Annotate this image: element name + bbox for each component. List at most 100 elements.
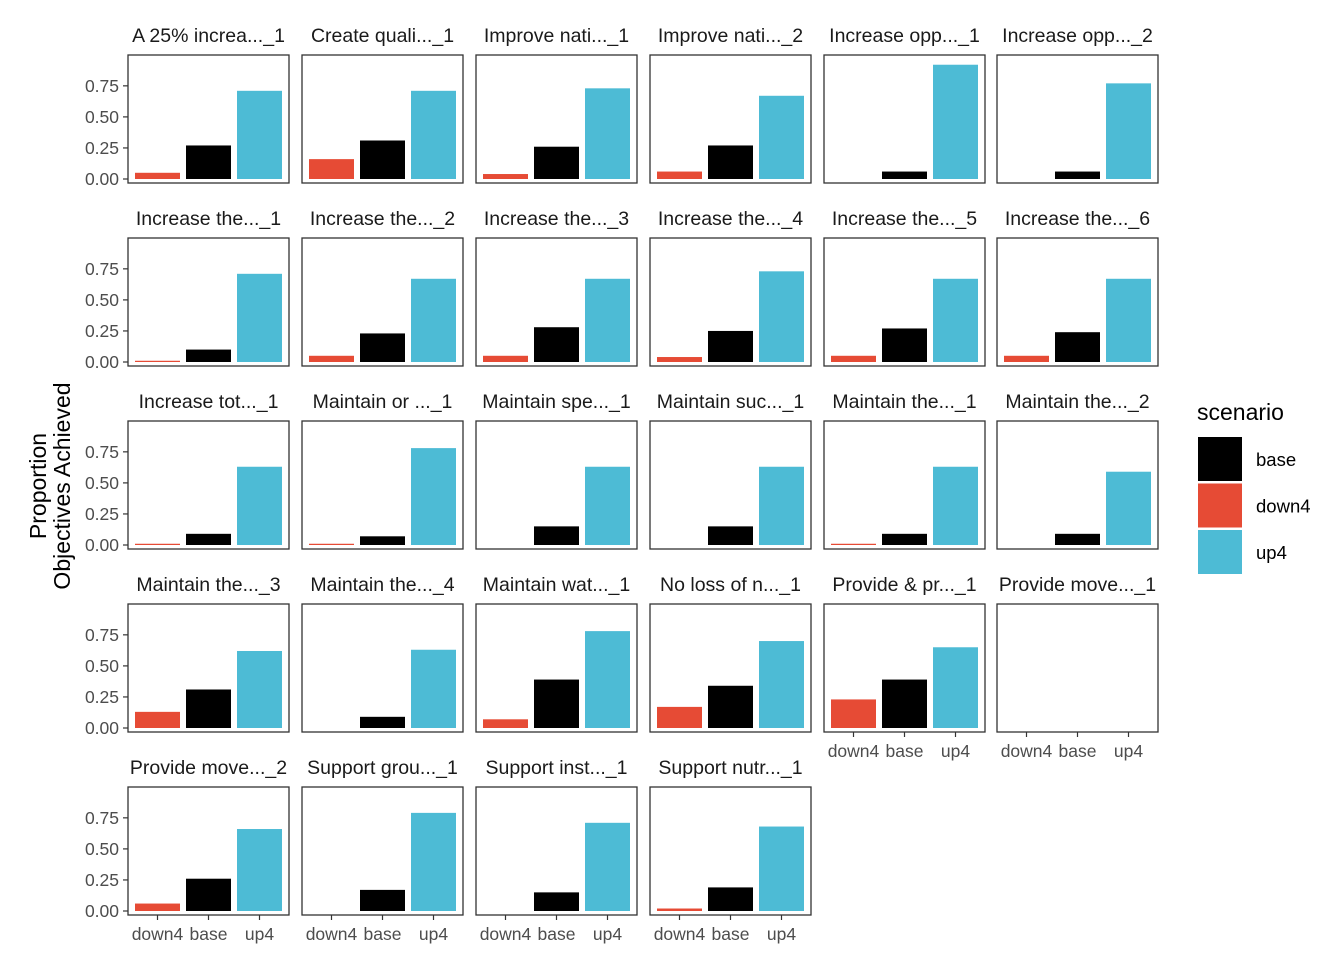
bar-base bbox=[360, 333, 405, 362]
y-tick-label: 0.50 bbox=[85, 656, 119, 676]
y-tick-label: 0.50 bbox=[85, 473, 119, 493]
panel-border bbox=[823, 237, 986, 367]
bar-down4 bbox=[1004, 355, 1049, 362]
y-tick-label: 0.75 bbox=[85, 808, 119, 828]
x-tick-label: up4 bbox=[419, 924, 448, 944]
bar-base bbox=[1055, 332, 1100, 362]
bar-base bbox=[708, 330, 753, 362]
bar-down4 bbox=[657, 706, 702, 728]
y-tick-label: 0.25 bbox=[85, 870, 119, 890]
panel-title: Maintain the..._4 bbox=[310, 574, 454, 596]
bar-down4 bbox=[483, 719, 528, 728]
panel-border bbox=[996, 420, 1159, 550]
bar-base bbox=[360, 889, 405, 911]
y-tick-label: 0.50 bbox=[85, 839, 119, 859]
panel-title: Support inst..._1 bbox=[485, 757, 627, 779]
bar-down4 bbox=[135, 172, 180, 179]
legend-label-up4: up4 bbox=[1256, 542, 1287, 563]
facet-panel: Support grou..._1 down4 base up4 bbox=[301, 757, 464, 944]
x-tick-label: down4 bbox=[828, 741, 880, 761]
bar-base bbox=[882, 679, 927, 728]
bar-base bbox=[882, 171, 927, 179]
bar-up4 bbox=[585, 278, 630, 362]
panel-title: Maintain the..._2 bbox=[1005, 391, 1149, 413]
y-tick-label: 0.75 bbox=[85, 76, 119, 96]
facet-panel: Increase the..._5 bbox=[823, 208, 986, 367]
panel-title: Create quali..._1 bbox=[311, 25, 454, 47]
bar-up4 bbox=[411, 448, 456, 545]
bar-down4 bbox=[309, 159, 354, 179]
bar-up4 bbox=[933, 466, 978, 545]
bar-up4 bbox=[759, 826, 804, 911]
facet-panel: Increase the..._4 bbox=[649, 208, 812, 367]
y-tick-label: 0.00 bbox=[85, 352, 119, 372]
bar-base bbox=[186, 533, 231, 545]
x-tick-label: down4 bbox=[306, 924, 358, 944]
facet-panel: Increase the..._1 0.00 0.25 0.50 0.75 bbox=[85, 208, 290, 372]
bar-up4 bbox=[933, 64, 978, 179]
bar-up4 bbox=[411, 812, 456, 911]
bar-up4 bbox=[585, 822, 630, 911]
bar-base bbox=[360, 716, 405, 728]
panel-title: Maintain the..._3 bbox=[136, 574, 280, 596]
bar-up4 bbox=[759, 641, 804, 728]
panel-title: No loss of n..._1 bbox=[660, 574, 801, 596]
bar-down4 bbox=[657, 357, 702, 362]
x-tick-label: up4 bbox=[245, 924, 274, 944]
y-tick-label: 0.25 bbox=[85, 138, 119, 158]
panel-title: Increase opp..._2 bbox=[1002, 25, 1153, 47]
bar-up4 bbox=[237, 829, 282, 911]
facet-panel: Improve nati..._2 bbox=[649, 25, 812, 184]
bar-base bbox=[708, 685, 753, 728]
facet-panel: Maintain or ..._1 bbox=[301, 391, 464, 550]
panel-border bbox=[649, 603, 812, 733]
facet-panel: Maintain the..._2 bbox=[996, 391, 1159, 550]
bar-up4 bbox=[759, 271, 804, 362]
bar-base bbox=[186, 689, 231, 728]
bar-base bbox=[708, 526, 753, 545]
facet-panel: Support nutr..._1 down4 base up4 bbox=[649, 757, 812, 944]
facet-panel: Increase opp..._1 bbox=[823, 25, 986, 184]
panel-title: Provide & pr..._1 bbox=[832, 574, 976, 596]
panel-title: Support nutr..._1 bbox=[658, 757, 802, 779]
bar-down4 bbox=[831, 543, 876, 545]
panel-border bbox=[996, 603, 1159, 733]
x-tick-label: base bbox=[364, 924, 402, 944]
panel-border bbox=[127, 420, 290, 550]
x-tick-label: base bbox=[190, 924, 228, 944]
bar-down4 bbox=[657, 908, 702, 911]
panel-title: Maintain or ..._1 bbox=[313, 391, 453, 413]
panel-title: Increase opp..._1 bbox=[829, 25, 980, 47]
facet-panel: A 25% increa..._1 0.00 0.25 0.50 0.75 bbox=[85, 25, 290, 189]
bar-down4 bbox=[135, 360, 180, 362]
panel-border bbox=[996, 237, 1159, 367]
facet-panel: Improve nati..._1 bbox=[475, 25, 638, 184]
panel-border bbox=[127, 237, 290, 367]
bar-down4 bbox=[135, 543, 180, 545]
panel-border bbox=[301, 237, 464, 367]
bar-down4 bbox=[831, 699, 876, 728]
y-tick-label: 0.25 bbox=[85, 504, 119, 524]
bar-base bbox=[708, 145, 753, 179]
legend-title: scenario bbox=[1197, 399, 1284, 425]
panel-title: Increase the..._1 bbox=[136, 208, 281, 230]
facet-panel: Maintain spe..._1 bbox=[475, 391, 638, 550]
legend-label-base: base bbox=[1256, 449, 1296, 470]
panel-title: Increase the..._5 bbox=[832, 208, 977, 230]
facet-panel: Increase the..._2 bbox=[301, 208, 464, 367]
bar-up4 bbox=[237, 273, 282, 362]
bar-up4 bbox=[933, 278, 978, 362]
facet-panel: Maintain the..._3 0.00 0.25 0.50 0.75 bbox=[85, 574, 290, 738]
panel-border bbox=[823, 420, 986, 550]
panel-border bbox=[475, 54, 638, 184]
panel-title: Maintain spe..._1 bbox=[482, 391, 631, 413]
bar-down4 bbox=[309, 543, 354, 545]
x-tick-label: down4 bbox=[654, 924, 706, 944]
y-tick-label: 0.00 bbox=[85, 169, 119, 189]
facet-panel: Provide move..._1 down4 base up4 bbox=[996, 574, 1159, 761]
y-tick-label: 0.00 bbox=[85, 718, 119, 738]
x-tick-label: base bbox=[1059, 741, 1097, 761]
bar-base bbox=[534, 679, 579, 728]
bar-up4 bbox=[1106, 83, 1151, 179]
